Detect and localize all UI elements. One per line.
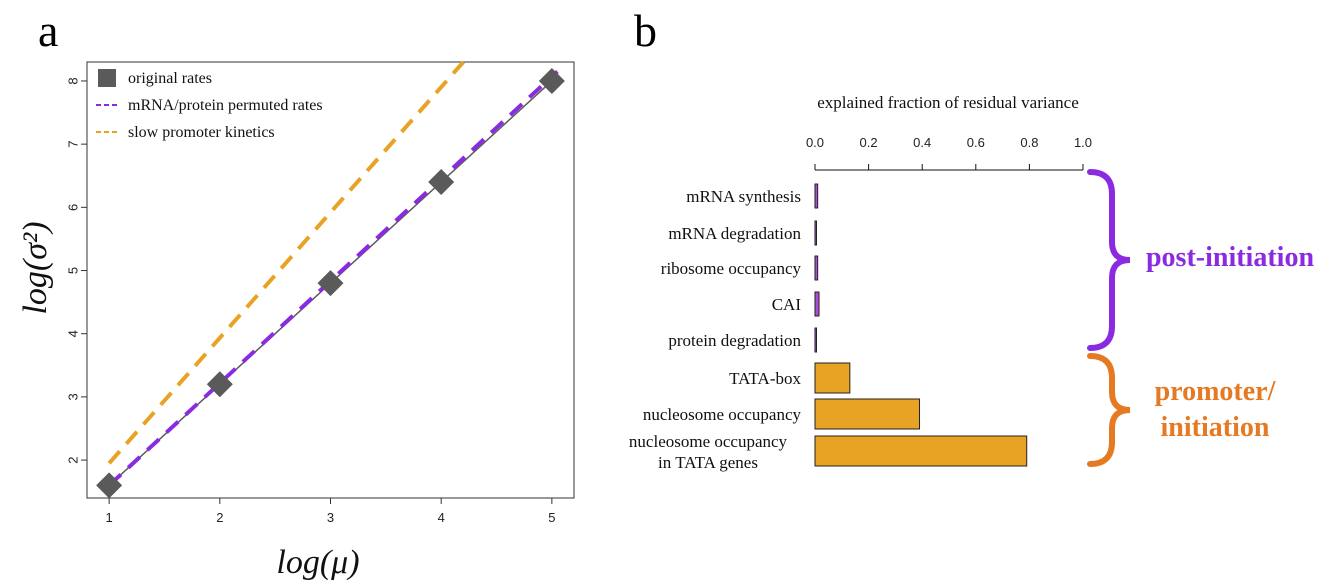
panel-b-chart: explained fraction of residual variance … [629, 93, 1315, 472]
x-axis-ticks: 1 2 3 4 5 [106, 498, 555, 525]
category-label: in TATA genes [658, 453, 758, 472]
original-rate-point [96, 472, 123, 499]
category-label: nucleosome occupancy [643, 405, 802, 424]
x-tick-label: 1 [106, 510, 113, 525]
x-axis-ticks-b: 0.0 0.2 0.4 0.6 0.8 1.0 [806, 135, 1092, 170]
x-tick-label-b: 1.0 [1074, 135, 1092, 150]
series-layer [96, 60, 565, 499]
legend-label: slow promoter kinetics [128, 124, 275, 141]
x-axis-label: log(μ) [276, 544, 359, 581]
bar [814, 435, 1028, 467]
x-tick-label: 4 [438, 510, 445, 525]
chart-b-title: explained fraction of residual variance [817, 93, 1078, 112]
y-tick-label: 4 [66, 330, 81, 337]
y-tick-label: 8 [66, 77, 81, 84]
x-tick-label: 3 [327, 510, 334, 525]
bars-layer [814, 183, 1028, 467]
group-label-promoter: initiation [1161, 412, 1270, 443]
x-tick-label: 2 [216, 510, 223, 525]
category-label: mRNA synthesis [686, 187, 801, 206]
original-rate-point [538, 67, 565, 94]
slow-promoter-line [107, 60, 465, 465]
y-axis-label: log(σ²) [17, 221, 54, 314]
y-tick-label: 3 [66, 393, 81, 400]
bar [814, 291, 820, 317]
group-brackets: post-initiation promoter/initiation [1087, 169, 1314, 467]
y-tick-label: 5 [66, 267, 81, 274]
bar [814, 183, 819, 209]
original-rate-point [428, 169, 455, 196]
legend-marker-original [98, 69, 116, 87]
x-tick-label: 5 [548, 510, 555, 525]
legend-label: mRNA/protein permuted rates [128, 97, 323, 114]
panel-a-letter: a [38, 5, 58, 56]
x-tick-label-b: 0.0 [806, 135, 824, 150]
x-tick-label-b: 0.6 [967, 135, 985, 150]
legend-label: original rates [128, 70, 212, 87]
panel-b-letter: b [634, 5, 657, 56]
legend: original rates mRNA/protein permuted rate… [96, 69, 323, 141]
category-label: protein degradation [668, 331, 801, 350]
group-label-promoter: promoter/ [1155, 376, 1277, 407]
category-label: mRNA degradation [668, 224, 801, 243]
bar [814, 220, 817, 246]
bar [814, 327, 817, 353]
original-rate-point [317, 270, 344, 297]
y-tick-label: 6 [66, 204, 81, 211]
group-label-post: post-initiation [1146, 242, 1314, 273]
x-tick-label-b: 0.2 [860, 135, 878, 150]
y-axis-ticks: 2 3 4 5 6 7 8 [66, 77, 87, 464]
original-rate-point [206, 371, 233, 398]
category-label: nucleosome occupancy [629, 432, 788, 451]
bar [814, 398, 921, 430]
x-tick-label-b: 0.4 [913, 135, 931, 150]
permuted-rates-line [107, 70, 559, 487]
y-tick-label: 7 [66, 141, 81, 148]
category-label: ribosome occupancy [661, 259, 802, 278]
panel-a-chart: 1 2 3 4 5 2 3 4 5 6 7 8 original rates mRNA/protein… [17, 60, 575, 581]
bar [814, 255, 819, 281]
x-tick-label-b: 0.8 [1020, 135, 1038, 150]
bar [814, 362, 851, 394]
category-label: TATA-box [729, 369, 801, 388]
promoter-initiation-brace [1087, 353, 1131, 467]
category-label: CAI [772, 295, 802, 314]
y-tick-label: 2 [66, 456, 81, 463]
category-labels: mRNA synthesis mRNA degradation ribosome o… [629, 187, 802, 472]
post-initiation-brace [1087, 169, 1131, 351]
